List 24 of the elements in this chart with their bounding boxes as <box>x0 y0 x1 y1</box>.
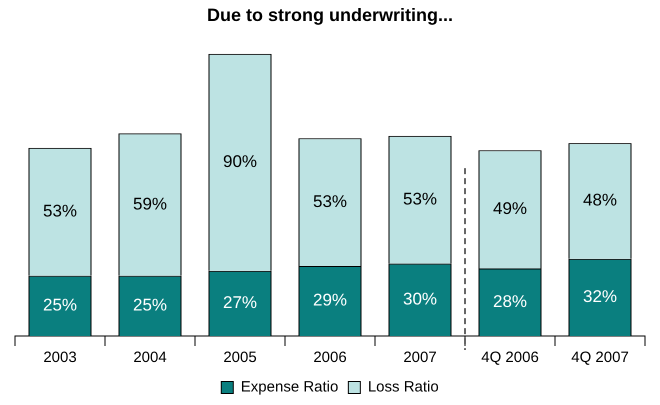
x-tick-label: 4Q 2006 <box>481 349 539 366</box>
legend-label: Loss Ratio <box>368 378 439 396</box>
x-tick-label: 2005 <box>223 349 257 366</box>
data-label: 53% <box>42 201 78 220</box>
data-label: 48% <box>582 190 618 210</box>
data-label: 27% <box>222 293 258 312</box>
data-label: 30% <box>402 290 438 309</box>
data-label: 53% <box>402 189 438 208</box>
x-tick-label: 2006 <box>313 349 347 366</box>
x-tick-label: 2003 <box>43 349 77 366</box>
data-label: 90% <box>222 152 258 172</box>
data-label: 49% <box>492 199 528 218</box>
x-tick-label: 2004 <box>133 349 167 366</box>
x-tick-label: 2007 <box>403 349 437 366</box>
data-label: 32% <box>582 287 618 306</box>
data-label: 25% <box>132 296 168 315</box>
data-label: 25% <box>42 296 78 315</box>
x-tick-label: 4Q 2007 <box>571 349 629 366</box>
data-label: 53% <box>312 192 348 211</box>
data-label: 28% <box>492 292 528 311</box>
data-label: 59% <box>132 194 168 214</box>
chart-title: Due to strong underwriting... <box>207 4 453 25</box>
data-label: 29% <box>312 290 348 310</box>
legend-label: Expense Ratio <box>240 378 338 396</box>
